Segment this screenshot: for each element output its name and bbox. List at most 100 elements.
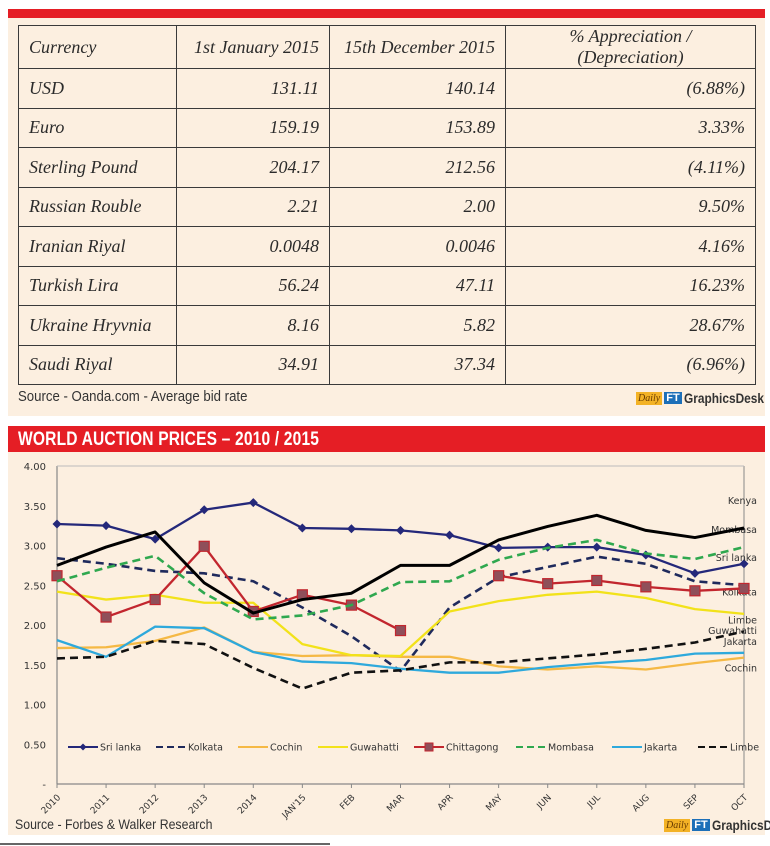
x-tick-label: 2014: [236, 793, 259, 816]
cell-change: 9.50%: [505, 186, 756, 227]
point-chittagong: [738, 582, 750, 595]
series-end-label: Jakarta: [723, 637, 757, 648]
cell-currency: Turkish Lira: [18, 265, 177, 306]
legend-label-limbe: Limbe: [730, 743, 759, 754]
point-chittagong: [149, 593, 161, 606]
point-chittagong: [640, 581, 652, 593]
series-end-label: Guwahatti: [708, 626, 757, 637]
legend-label-mombasa: Mombasa: [548, 743, 594, 754]
y-tick-label: 3.50: [24, 502, 46, 513]
cell-change: 3.33%: [505, 107, 756, 148]
header-change: % Appreciation / (Depreciation): [505, 25, 756, 69]
cell-currency: Sterling Pound: [18, 147, 177, 188]
series-end-label: Kenya: [728, 496, 757, 507]
legend-label-jakarta: Jakarta: [643, 743, 677, 754]
cell-currency: Iranian Riyal: [18, 226, 177, 267]
x-tick-label: AUG: [631, 793, 652, 814]
series-line-chittagong: [56, 545, 402, 632]
point-sri-lanka: [396, 525, 405, 535]
header-jan-2015: 1st January 2015: [176, 25, 330, 69]
cell-jan-2015: 56.24: [176, 265, 330, 306]
chart-title-band: WORLD AUCTION PRICES – 2010 / 2015: [8, 426, 765, 452]
x-tick-label: JUN: [535, 793, 554, 812]
chart-source-note: Source - Forbes & Walker Research: [15, 816, 213, 832]
legend-label-kolkata: Kolkata: [188, 743, 223, 754]
point-sri-lanka: [445, 530, 455, 540]
x-tick-label: FEB: [338, 793, 357, 812]
series-end-label: Cochin: [725, 664, 757, 675]
cell-currency: USD: [18, 68, 177, 109]
point-sri-lanka: [494, 543, 504, 553]
point-sri-lanka: [199, 505, 209, 515]
point-sri-lanka: [52, 519, 62, 529]
graphics-desk-logo: Daily FT GraphicsDesk: [636, 390, 770, 406]
point-sri-lanka: [101, 521, 111, 531]
cell-dec-2015: 2.00: [329, 186, 506, 227]
header-currency: Currency: [18, 25, 177, 69]
chart-title: WORLD AUCTION PRICES – 2010 / 2015: [18, 429, 320, 450]
table-row: Turkish Lira 56.24 47.11 16.23%: [18, 265, 756, 306]
ft-logo-text: FT: [664, 392, 682, 404]
daily-logo-text: Daily: [636, 391, 663, 405]
currency-table: Currency 1st January 2015 15th December …: [18, 25, 756, 385]
legend-label-cochin: Cochin: [270, 743, 302, 754]
point-sri-lanka: [346, 524, 356, 534]
table-row: Russian Rouble 2.21 2.00 9.50%: [18, 186, 756, 227]
cell-dec-2015: 140.14: [329, 68, 506, 109]
y-tick-label: 2.00: [24, 621, 46, 632]
point-sri-lanka: [248, 498, 258, 508]
x-tick-label: 2013: [187, 793, 210, 816]
series-line-mombasa: [56, 538, 745, 621]
y-tick-label: 0.50: [24, 740, 46, 751]
cell-jan-2015: 2.21: [176, 186, 330, 227]
y-tick-label: 1.00: [24, 701, 46, 712]
cell-change: (6.96%): [505, 344, 756, 385]
table-row: Saudi Riyal 34.91 37.34 (6.96%): [18, 344, 756, 385]
series-line-guwahatti: [56, 590, 745, 658]
point-sri-lanka: [592, 542, 602, 552]
top-accent-bar: [8, 9, 765, 18]
point-sri-lanka: [297, 523, 307, 533]
point-chittagong: [542, 578, 554, 590]
point-chittagong: [394, 624, 407, 637]
graphics-desk-text: GraphicsDesk: [711, 817, 770, 833]
cell-dec-2015: 212.56: [329, 147, 506, 188]
x-tick-label: MAY: [484, 793, 505, 814]
graphics-desk-logo-2: Daily FT GraphicsDesk: [664, 817, 770, 833]
legend-label-guwahatti: Guwahatti: [350, 743, 399, 754]
legend-label-chittagong: Chittagong: [446, 743, 498, 754]
x-tick-label: SEP: [682, 793, 701, 812]
point-sri-lanka: [690, 568, 700, 578]
y-tick-label: 4.00: [24, 462, 46, 473]
x-tick-label: MAR: [385, 793, 406, 814]
y-tick-label: -: [42, 780, 46, 791]
cell-currency: Ukraine Hryvnia: [18, 305, 177, 346]
x-tick-label: APR: [436, 793, 456, 813]
table-row: Sterling Pound 204.17 212.56 (4.11%): [18, 147, 756, 188]
header-dec-2015: 15th December 2015: [329, 25, 506, 69]
graphics-desk-text: GraphicsDesk: [683, 390, 764, 406]
series-line-kenya: [56, 513, 745, 615]
series-end-label: Limbe: [728, 615, 757, 626]
table-row: USD 131.11 140.14 (6.88%): [18, 68, 756, 109]
cell-change: (4.11%): [505, 147, 756, 188]
y-tick-label: 2.50: [24, 581, 46, 592]
series-line-limbe: [56, 630, 745, 690]
cell-currency: Russian Rouble: [18, 186, 177, 227]
legend-label-sri-lanka: Sri lanka: [100, 743, 141, 754]
cell-change: 4.16%: [505, 226, 756, 267]
table-row: Euro 159.19 153.89 3.33%: [18, 107, 756, 148]
x-tick-label: 2011: [89, 793, 112, 816]
x-tick-label: JAN'15: [280, 793, 309, 822]
y-tick-label: 1.50: [24, 661, 46, 672]
point-chittagong: [198, 540, 210, 552]
point-sri-lanka: [150, 534, 160, 544]
footer-rule: [0, 843, 330, 845]
cell-change: 16.23%: [505, 265, 756, 306]
x-tick-label: 2010: [40, 793, 63, 816]
cell-dec-2015: 37.34: [329, 344, 506, 385]
cell-dec-2015: 153.89: [329, 107, 506, 148]
cell-jan-2015: 131.11: [176, 68, 330, 109]
legend-marker: [424, 742, 434, 752]
table-row: Ukraine Hryvnia 8.16 5.82 28.67%: [18, 305, 756, 346]
